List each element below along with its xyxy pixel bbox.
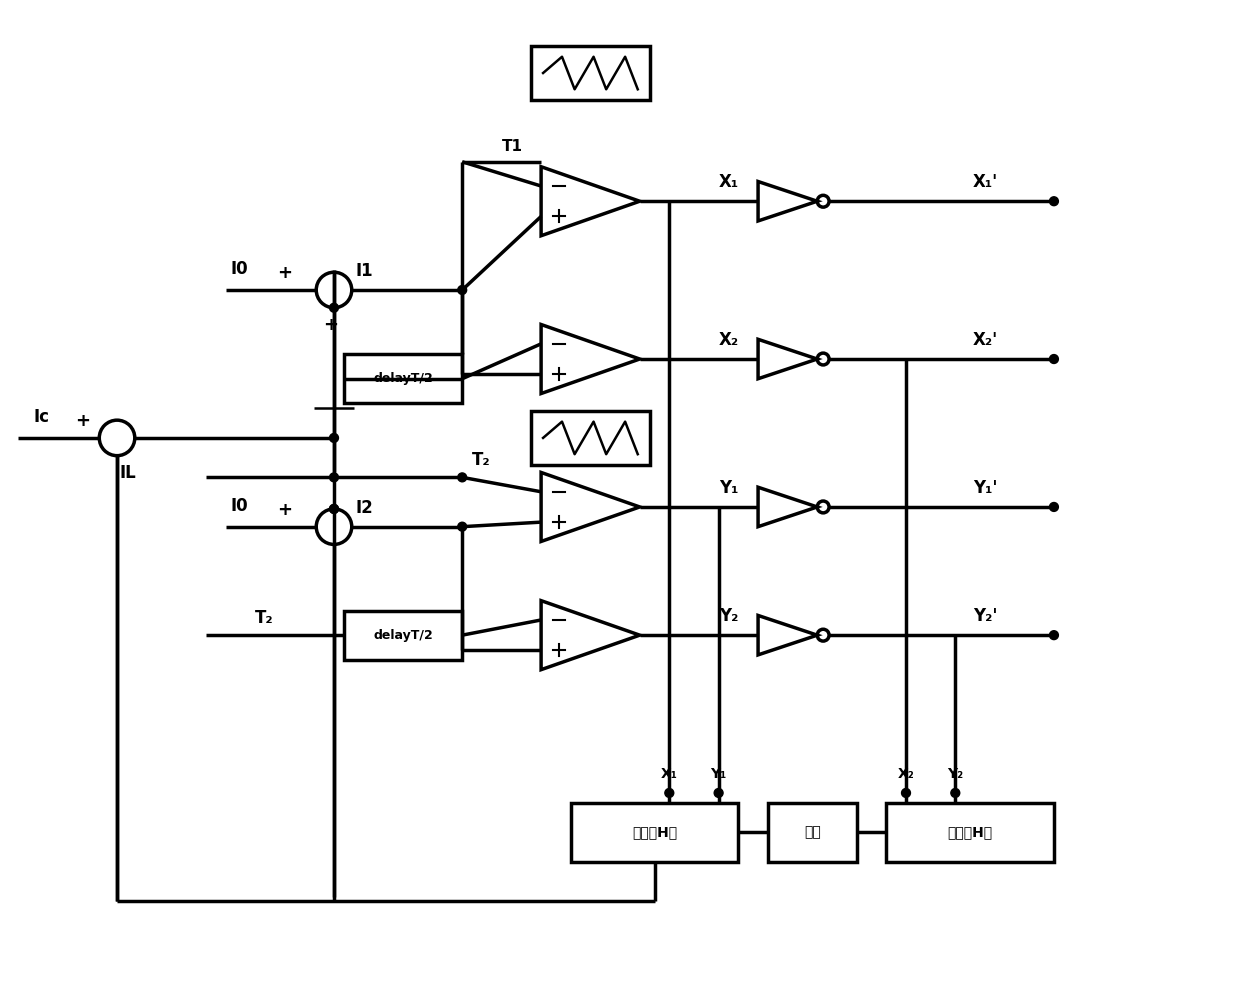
Circle shape xyxy=(951,788,960,798)
Circle shape xyxy=(1049,630,1059,639)
Bar xyxy=(531,46,650,100)
Circle shape xyxy=(458,286,466,294)
Circle shape xyxy=(901,788,910,798)
Text: delayT/2: delayT/2 xyxy=(373,628,433,641)
Text: X₁: X₁ xyxy=(661,767,678,781)
Text: X₁': X₁' xyxy=(972,173,997,191)
Text: Y₁': Y₁' xyxy=(972,479,997,497)
Text: IL: IL xyxy=(120,463,136,481)
Bar xyxy=(570,803,738,862)
Text: I0: I0 xyxy=(231,496,248,515)
Text: delayT/2: delayT/2 xyxy=(373,373,433,386)
Text: 第二组H桥: 第二组H桥 xyxy=(947,826,993,840)
Circle shape xyxy=(330,433,339,442)
Text: X₁: X₁ xyxy=(718,173,739,191)
Text: +: + xyxy=(278,264,293,282)
Circle shape xyxy=(1049,196,1059,205)
Text: X₂: X₂ xyxy=(718,331,739,349)
Text: I0: I0 xyxy=(231,260,248,278)
Circle shape xyxy=(330,505,339,514)
Bar xyxy=(531,411,650,465)
Circle shape xyxy=(665,788,673,798)
Text: X₂': X₂' xyxy=(972,331,997,349)
Circle shape xyxy=(330,473,339,481)
Text: Ic: Ic xyxy=(33,408,50,426)
Text: +: + xyxy=(324,315,339,333)
Text: Y₂: Y₂ xyxy=(947,767,963,781)
Text: +: + xyxy=(74,412,91,430)
Text: Y₁: Y₁ xyxy=(719,479,738,497)
Text: 负载: 负载 xyxy=(804,826,821,840)
Bar xyxy=(887,803,1054,862)
Text: I1: I1 xyxy=(356,262,373,280)
Circle shape xyxy=(1049,502,1059,512)
Circle shape xyxy=(458,523,466,531)
Circle shape xyxy=(714,788,723,798)
Text: T1: T1 xyxy=(502,139,522,154)
Text: T₂: T₂ xyxy=(255,609,274,627)
Text: +: + xyxy=(278,500,293,519)
Text: X₂: X₂ xyxy=(898,767,914,781)
Text: Y₁: Y₁ xyxy=(711,767,727,781)
Text: 第一组H桥: 第一组H桥 xyxy=(632,826,677,840)
Text: T₂: T₂ xyxy=(472,451,491,469)
Circle shape xyxy=(458,473,466,481)
Text: I2: I2 xyxy=(356,498,373,517)
Circle shape xyxy=(330,303,339,312)
Bar xyxy=(343,610,463,660)
Circle shape xyxy=(330,505,339,514)
Circle shape xyxy=(1049,354,1059,364)
Text: Y₂': Y₂' xyxy=(972,607,997,625)
Bar xyxy=(768,803,857,862)
Bar xyxy=(343,354,463,404)
Text: Y₂: Y₂ xyxy=(719,607,738,625)
